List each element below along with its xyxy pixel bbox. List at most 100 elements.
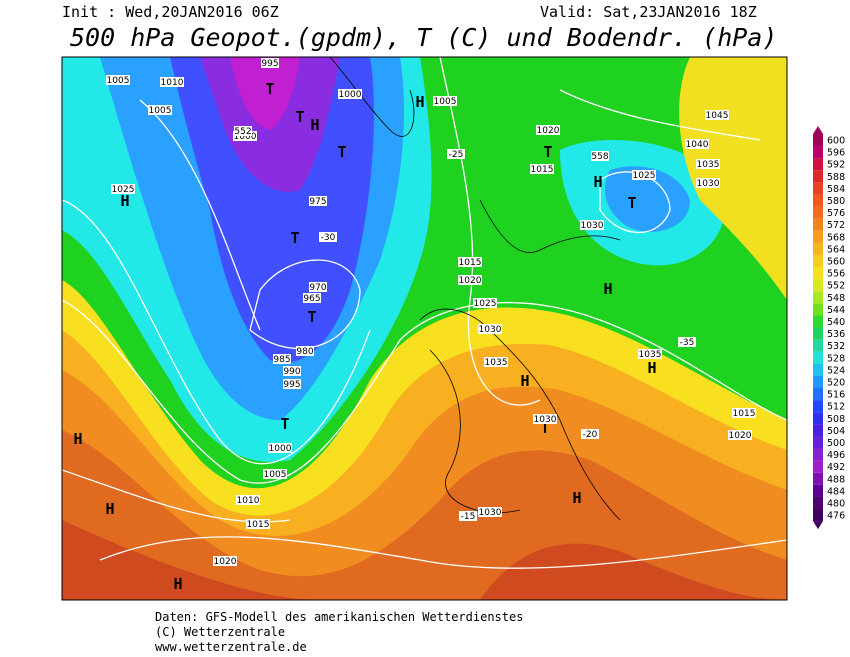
contour-label: -15 <box>461 512 476 522</box>
colorbar-label: 580 <box>827 196 845 207</box>
pressure-center: H <box>647 359 656 377</box>
contour-label: 1035 <box>639 350 662 360</box>
contour-label: 1025 <box>633 171 656 181</box>
footer-copyright: (C) Wetterzentrale <box>155 625 285 639</box>
label-box <box>591 151 609 161</box>
colorbar-swatch <box>813 242 823 255</box>
label-box <box>473 298 497 308</box>
contour-label: 1015 <box>733 409 756 419</box>
label-box <box>678 337 696 347</box>
colorbar-swatch <box>813 303 823 316</box>
colorbar-label: 496 <box>827 450 845 461</box>
pressure-center: H <box>73 430 82 448</box>
pressure-center: H <box>572 489 581 507</box>
pressure-center: H <box>415 93 424 111</box>
footer-url: www.wetterzentrale.de <box>155 640 307 654</box>
pressure-center: H <box>593 173 602 191</box>
colorbar-swatch <box>813 424 823 437</box>
colorbar-label: 492 <box>827 462 845 473</box>
colorbar-label: 564 <box>827 244 845 255</box>
colorbar-swatch <box>813 158 823 171</box>
pressure-center: H <box>603 280 612 298</box>
colorbar-label: 516 <box>827 390 845 401</box>
contour-label: -20 <box>583 430 598 440</box>
contour-label: 990 <box>283 367 300 377</box>
colorbar-swatch <box>813 363 823 376</box>
contour-label: 558 <box>591 152 608 162</box>
colorbar-label: 520 <box>827 378 845 389</box>
label-box <box>478 507 502 517</box>
map-field <box>62 57 787 600</box>
pressure-center: T <box>307 308 316 326</box>
contour-label: 1005 <box>264 470 287 480</box>
colorbar-swatch <box>813 146 823 159</box>
contour-label: 1025 <box>112 185 135 195</box>
label-box <box>263 469 287 479</box>
colorbar-swatch <box>813 327 823 340</box>
colorbar-swatch <box>813 218 823 231</box>
label-box <box>536 125 560 135</box>
label-box <box>580 220 604 230</box>
colorbar-label: 552 <box>827 281 845 292</box>
label-box <box>261 58 279 68</box>
colorbar-label: 560 <box>827 257 845 268</box>
contour-label: -25 <box>449 150 464 160</box>
contour-label: 1045 <box>706 111 729 121</box>
label-box <box>303 293 321 303</box>
footer-source: Daten: GFS-Modell des amerikanischen Wet… <box>155 610 523 624</box>
contour-label: 1030 <box>479 325 502 335</box>
colorbar-label: 556 <box>827 269 845 280</box>
label-box <box>148 105 172 115</box>
colorbar-swatch <box>813 436 823 449</box>
colorbar-swatch <box>813 400 823 413</box>
colorbar-swatch <box>813 412 823 425</box>
contour-label: -35 <box>680 338 695 348</box>
pressure-center: T <box>543 143 552 161</box>
colorbar-label: 584 <box>827 184 845 195</box>
colorbar-swatch <box>813 484 823 497</box>
contour-label: 1030 <box>581 221 604 231</box>
colorbar-label: 504 <box>827 426 845 437</box>
pressure-center: T <box>265 80 274 98</box>
contour-label: 1020 <box>537 126 560 136</box>
colorbar-label: 576 <box>827 208 845 219</box>
contour-label: 1010 <box>161 78 184 88</box>
label-box <box>478 324 502 334</box>
label-box <box>685 139 709 149</box>
contour-label: 1000 <box>234 132 257 142</box>
colorbar-label: 592 <box>827 160 845 171</box>
colorbar-label: 484 <box>827 486 845 497</box>
contour-label: 1025 <box>474 299 497 309</box>
colorbar-swatch <box>813 388 823 401</box>
map-frame <box>61 56 788 601</box>
label-box <box>638 349 662 359</box>
colorbar-swatch <box>813 509 823 522</box>
colorbar-label: 476 <box>827 511 845 522</box>
pressure-center: H <box>310 116 319 134</box>
init-time: Init : Wed,20JAN2016 06Z <box>62 3 279 21</box>
contour-label: 1005 <box>434 97 457 107</box>
contour-label: 1035 <box>697 160 720 170</box>
pressure-center: T <box>337 143 346 161</box>
colorbar-label: 548 <box>827 293 845 304</box>
label-box <box>632 170 656 180</box>
colorbar-swatch <box>813 133 823 147</box>
contour-label: 1000 <box>269 444 292 454</box>
contour-label: 1015 <box>459 258 482 268</box>
contour-label: 975 <box>309 197 326 207</box>
colorbar-label: 528 <box>827 353 845 364</box>
label-box <box>213 556 237 566</box>
contour-label: 1030 <box>534 415 557 425</box>
contour-label: 1030 <box>697 179 720 189</box>
label-box <box>296 346 314 356</box>
colorbar-swatch <box>813 351 823 364</box>
pressure-center: T <box>540 419 549 437</box>
label-box <box>111 184 135 194</box>
contour-label: 1000 <box>339 90 362 100</box>
colorbar-label: 488 <box>827 474 845 485</box>
contour-label: 995 <box>261 59 278 69</box>
colorbar-swatch <box>813 194 823 207</box>
label-box <box>283 379 301 389</box>
contour-label: 1010 <box>237 496 260 506</box>
